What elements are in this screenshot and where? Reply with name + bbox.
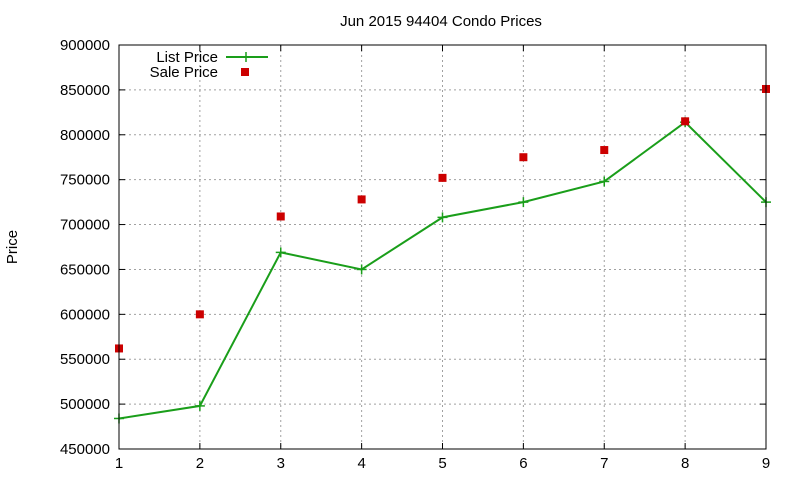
sale-price-point [195,310,204,319]
y-tick-label: 750000 [60,172,110,189]
list-price-point [275,247,286,258]
x-tick-label: 8 [681,455,689,472]
x-tick-label: 2 [196,455,204,472]
x-tick-label: 4 [357,455,365,472]
list-price-point [518,197,529,208]
sale-price-point [276,212,285,221]
y-tick-label: 500000 [60,396,110,413]
x-tick-label: 5 [438,455,446,472]
x-tick-label: 6 [519,455,527,472]
y-tick-label: 850000 [60,82,110,99]
list-price-point [356,264,367,275]
x-tick-label: 3 [277,455,285,472]
legend-square-swatch [241,68,249,76]
y-tick-label: 600000 [60,306,110,323]
axis-ticks: 450000 500000 550000 600000 650000 700000 7500… [60,37,770,472]
y-axis-label: Price [4,230,21,264]
sale-price-point [519,153,528,162]
legend-label: List Price [156,49,218,66]
chart-title: Jun 2015 94404 Condo Prices [340,13,542,30]
list-price-point [194,400,205,411]
list-price-point [437,212,448,223]
x-tick-label: 7 [600,455,608,472]
x-tick-label: 1 [115,455,123,472]
y-tick-label: 550000 [60,351,110,368]
plot-frame [118,44,767,450]
y-tick-label: 800000 [60,127,110,144]
legend-plus-swatch [241,52,251,62]
x-tick-label: 9 [762,455,770,472]
sale-price-point [681,117,690,126]
y-tick-label: 450000 [60,441,110,458]
y-tick-label: 900000 [60,37,110,54]
sale-price-point [600,146,609,155]
sale-price-point [438,173,447,182]
legend-label: Sale Price [150,64,218,81]
y-tick-label: 650000 [60,261,110,278]
y-tick-label: 700000 [60,217,110,234]
grid [119,45,766,449]
list-price-point [599,176,610,187]
sale-price-point [357,195,366,204]
